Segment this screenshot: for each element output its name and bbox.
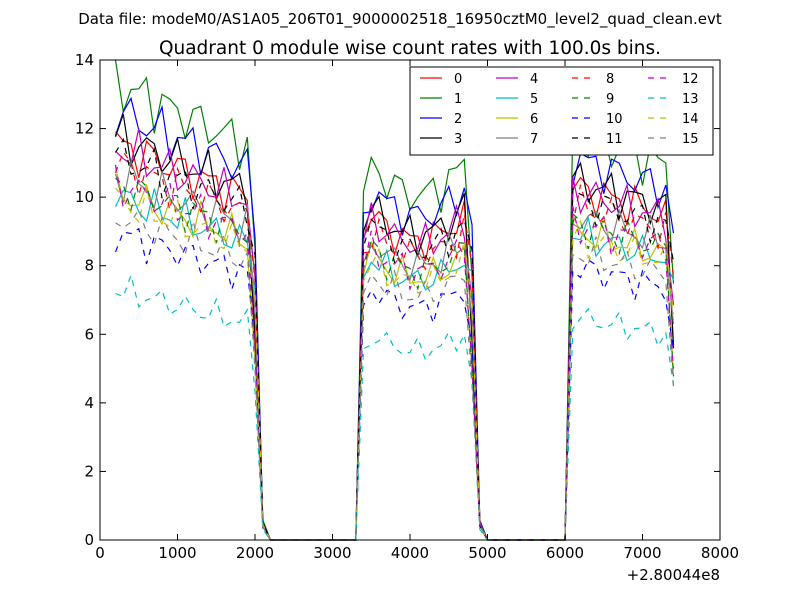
y-tick-label: 10 <box>75 188 94 206</box>
series-line-9 <box>115 177 675 541</box>
legend-box <box>409 66 714 156</box>
series-line-15 <box>115 208 675 541</box>
y-tick-label: 12 <box>75 120 94 138</box>
legend-label-10: 10 <box>606 112 623 127</box>
x-tick-label: 4000 <box>391 544 429 562</box>
suptitle: Data file: modeM0/AS1A05_206T01_90000025… <box>78 10 722 29</box>
y-tick-label: 14 <box>75 51 94 69</box>
series-layer <box>114 59 675 541</box>
legend-label-6: 6 <box>530 112 538 127</box>
series-line-11 <box>114 137 675 541</box>
legend-label-1: 1 <box>454 92 462 107</box>
series-line-5 <box>114 188 675 541</box>
legend-label-0: 0 <box>454 72 462 87</box>
y-tick-label: 6 <box>84 325 94 343</box>
legend-label-12: 12 <box>682 72 699 87</box>
legend-label-14: 14 <box>682 112 699 127</box>
plot-frame <box>99 59 721 541</box>
x-tick-label: 6000 <box>546 544 584 562</box>
legend-label-8: 8 <box>606 72 614 87</box>
axis-layer: 0 1000 2000 3000 4000 5000 6000 7000 80000246810… <box>75 51 739 562</box>
y-tick-label: 8 <box>84 257 94 275</box>
chart-title: Quadrant 0 module wise count rates with … <box>159 38 661 59</box>
legend-label-15: 15 <box>682 132 699 147</box>
series-line-8 <box>114 150 675 541</box>
y-tick-label: 0 <box>84 531 94 549</box>
legend-label-3: 3 <box>454 132 462 147</box>
legend-label-7: 7 <box>530 132 538 147</box>
series-line-0 <box>115 131 675 541</box>
legend-label-4: 4 <box>530 72 538 87</box>
x-tick-label: 1000 <box>158 544 196 562</box>
series-line-4 <box>115 128 675 541</box>
legend-label-11: 11 <box>606 132 623 147</box>
x-tick-label: 3000 <box>313 544 351 562</box>
series-line-14 <box>115 187 675 541</box>
series-line-10 <box>114 227 675 541</box>
legend-label-5: 5 <box>530 92 538 107</box>
series-line-12 <box>114 164 675 541</box>
series-line-7 <box>114 159 675 541</box>
y-tick-label: 4 <box>84 394 94 412</box>
x-offset-label: +2.80044e8 <box>627 566 720 584</box>
x-tick-label: 8000 <box>701 544 739 562</box>
x-tick-label: 7000 <box>623 544 661 562</box>
series-line-2 <box>114 96 675 541</box>
series-line-3 <box>114 114 675 541</box>
x-tick-label: 0 <box>95 544 105 562</box>
y-tick-label: 2 <box>84 462 94 480</box>
legend-label-2: 2 <box>454 112 462 127</box>
series-line-13 <box>115 273 675 541</box>
legend-label-13: 13 <box>682 92 699 107</box>
x-tick-label: 5000 <box>468 544 506 562</box>
legend-label-9: 9 <box>606 92 614 107</box>
x-tick-label: 2000 <box>236 544 274 562</box>
